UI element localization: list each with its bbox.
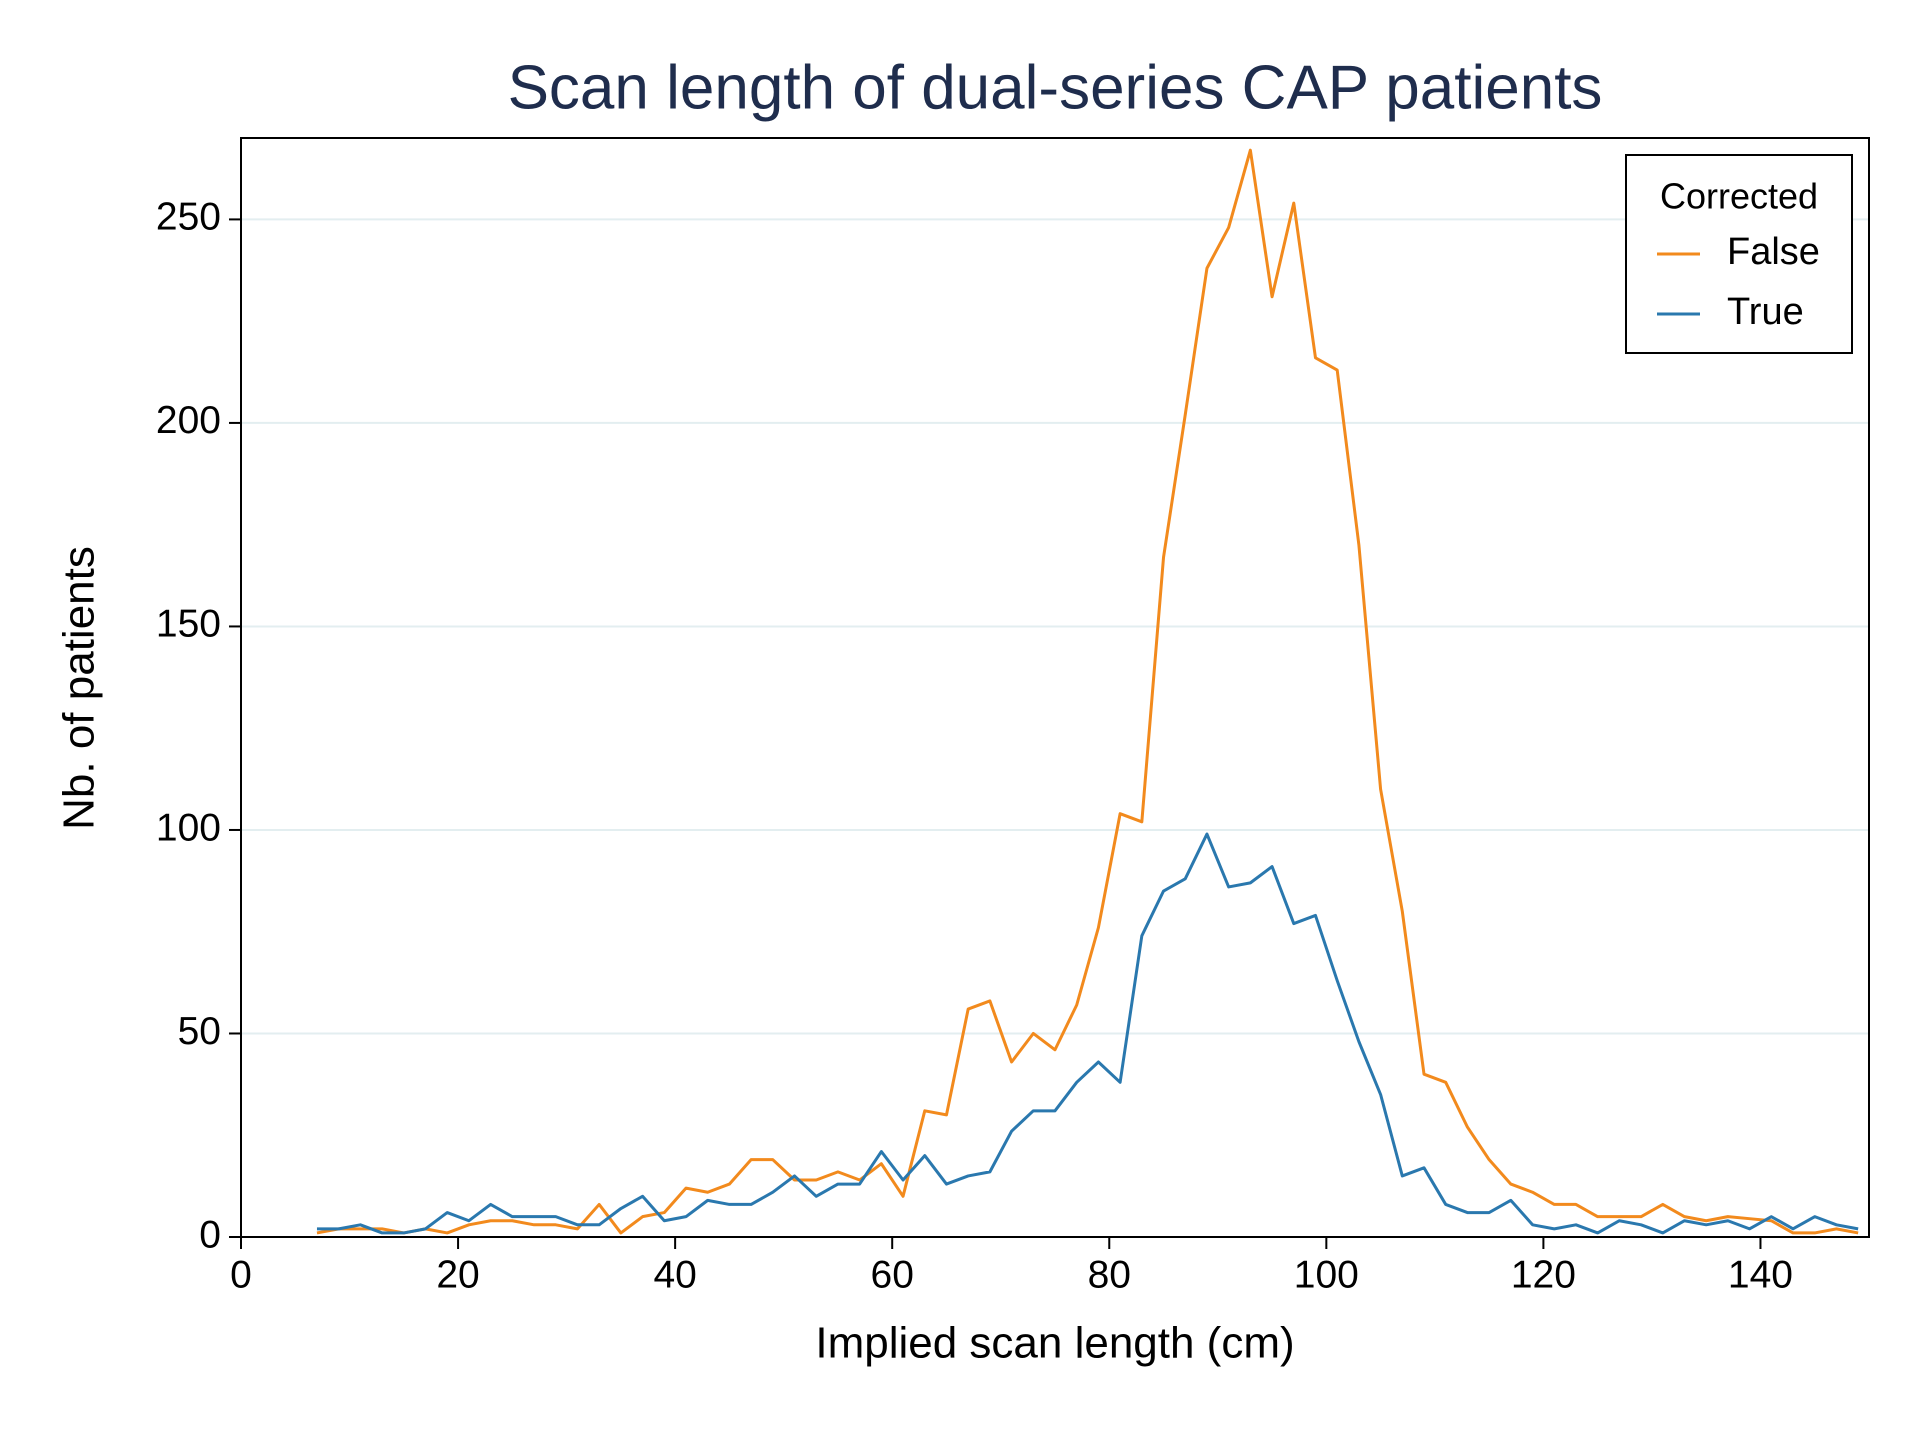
y-tick-label: 0 — [199, 1213, 221, 1256]
y-axis-label: Nb. of patients — [55, 546, 104, 830]
x-axis-label: Implied scan length (cm) — [815, 1319, 1294, 1368]
legend-label: False — [1727, 231, 1820, 273]
y-tick-label: 50 — [178, 1010, 221, 1053]
x-tick-label: 0 — [230, 1253, 252, 1296]
x-tick-label: 40 — [653, 1253, 696, 1296]
x-tick-label: 60 — [871, 1253, 914, 1296]
x-tick-label: 120 — [1511, 1253, 1576, 1296]
line-series — [316, 832, 1859, 1235]
y-tick-label: 250 — [156, 196, 221, 239]
legend-label: True — [1727, 291, 1804, 333]
y-tick-label: 100 — [156, 806, 221, 849]
x-tick-label: 80 — [1088, 1253, 1131, 1296]
y-tick-label: 200 — [156, 399, 221, 442]
line-series — [316, 148, 1859, 1235]
plot-frame — [240, 137, 1870, 1238]
x-tick-label: 100 — [1294, 1253, 1359, 1296]
y-tick-label: 150 — [156, 603, 221, 646]
x-tick-label: 140 — [1728, 1253, 1793, 1296]
legend-title: Corrected — [1660, 176, 1818, 217]
x-tick-label: 20 — [436, 1253, 479, 1296]
chart-title: Scan length of dual-series CAP patients — [508, 53, 1603, 122]
